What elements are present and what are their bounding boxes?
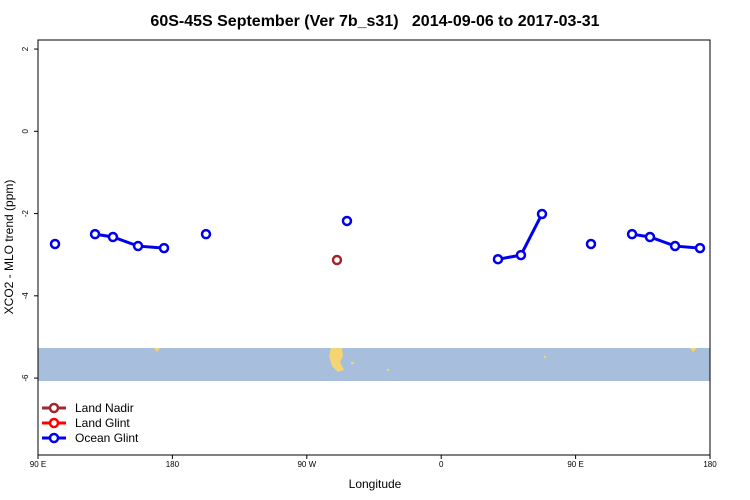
x-tick-label: 90 W <box>297 460 316 469</box>
data-point <box>536 208 548 220</box>
plot-frame <box>37 39 711 456</box>
x-tick-label: 90 E <box>567 460 583 469</box>
y-tick-label: -4 <box>21 292 30 300</box>
y-tick-label: -6 <box>21 374 30 382</box>
map-strip <box>38 348 710 381</box>
data-point <box>49 238 61 250</box>
x-tick-label: 0 <box>439 460 444 469</box>
data-point <box>644 231 656 243</box>
series-line <box>94 232 165 250</box>
legend-marker <box>48 432 60 444</box>
x-tick-label: 90 E <box>30 460 46 469</box>
chart-title: 60S-45S September (Ver 7b_s31) 2014-09-0… <box>150 13 599 30</box>
x-axis-label: Longitude <box>349 477 402 491</box>
legend-label: Ocean Glint <box>75 431 139 445</box>
y-tick-label: -2 <box>21 209 30 217</box>
data-point <box>492 253 504 265</box>
data-point <box>158 242 170 254</box>
series-line <box>631 232 701 250</box>
legend-marker <box>48 417 60 429</box>
data-point <box>89 228 101 240</box>
data-point <box>331 254 343 266</box>
data-point <box>200 228 212 240</box>
legend-label: Land Nadir <box>75 401 134 415</box>
data-point <box>694 242 706 254</box>
data-point <box>626 228 638 240</box>
data-point <box>341 215 353 227</box>
data-point <box>669 240 681 252</box>
y-tick-label: 2 <box>21 46 30 51</box>
data-point <box>585 238 597 250</box>
legend-label: Land Glint <box>75 416 130 430</box>
data-point <box>515 249 527 261</box>
x-tick-label: 180 <box>166 460 180 469</box>
legend-marker <box>48 402 60 414</box>
data-point <box>132 240 144 252</box>
y-axis-label: XCO2 - MLO trend (ppm) <box>2 180 16 315</box>
y-tick-label: 0 <box>21 129 30 134</box>
x-tick-label: 180 <box>703 460 717 469</box>
data-point <box>107 231 119 243</box>
